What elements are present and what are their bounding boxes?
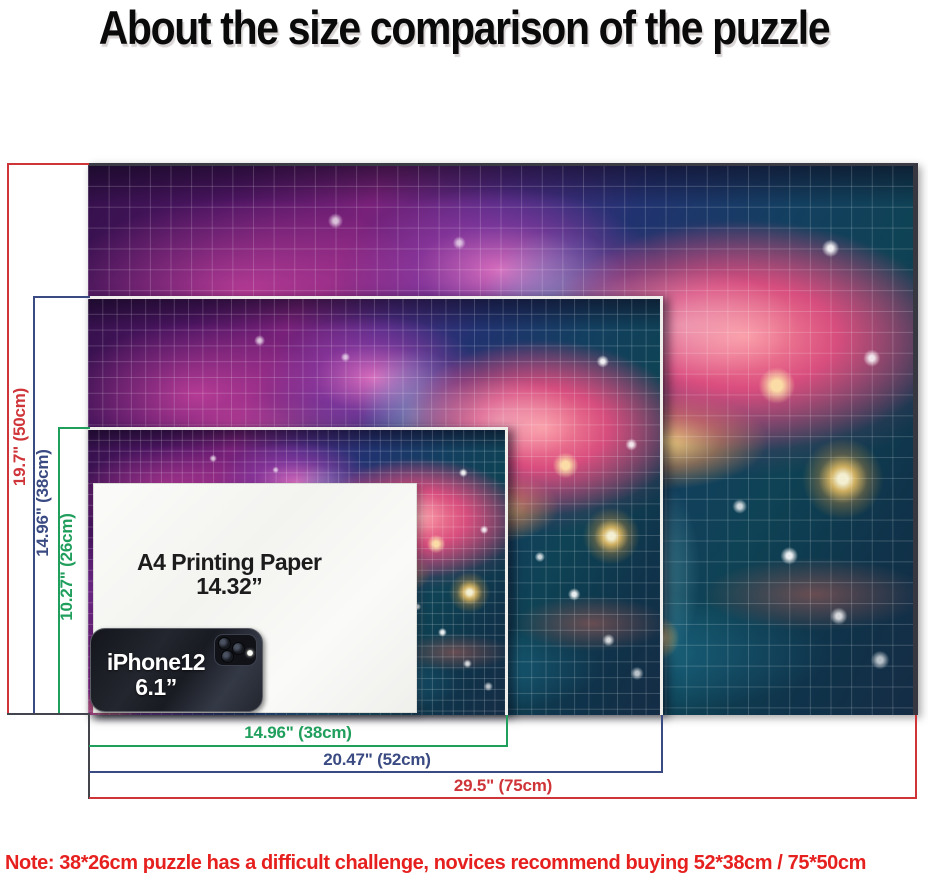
height-26cm-line xyxy=(58,427,60,715)
height-brackets-bottom-connector xyxy=(7,713,90,715)
difficulty-note: Note: 38*26cm puzzle has a difficult cha… xyxy=(5,852,867,874)
height-38cm-cap xyxy=(33,296,90,298)
iphone-camera-module xyxy=(214,634,257,666)
iphone12-reference: iPhone12 6.1” xyxy=(90,628,263,712)
height-38cm-line xyxy=(33,296,35,715)
width-brackets-left-tick xyxy=(88,715,90,799)
width-38cm-tick xyxy=(506,715,508,747)
height-50cm-cap xyxy=(7,163,89,165)
iphone-label: iPhone12 6.1” xyxy=(101,649,210,701)
width-52cm-line xyxy=(89,771,663,773)
height-label-26cm: 10.27" (26cm) xyxy=(57,513,76,621)
page-title: About the size comparison of the puzzle xyxy=(98,1,831,54)
camera-lens-icon xyxy=(232,642,245,655)
width-label-52cm: 20.47" (52cm) xyxy=(323,750,431,769)
camera-lens-icon xyxy=(221,650,234,663)
height-50cm-line xyxy=(7,163,9,715)
width-52cm-tick xyxy=(661,715,663,773)
iphone-size: 6.1” xyxy=(135,674,177,701)
width-38cm-line xyxy=(89,745,508,747)
a4-paper-label: A4 Printing Paper 14.32” xyxy=(113,550,345,598)
a4-paper-title: A4 Printing Paper xyxy=(136,549,322,575)
a4-paper-size: 14.32” xyxy=(196,573,263,600)
width-label-75cm: 29.5" (75cm) xyxy=(453,776,553,795)
width-75cm-line xyxy=(89,797,917,799)
iphone-model: iPhone12 xyxy=(106,649,206,675)
width-75cm-tick xyxy=(915,715,917,799)
camera-lens-icon xyxy=(218,637,231,650)
height-26cm-cap xyxy=(58,427,90,429)
height-label-50cm: 19.7" (50cm) xyxy=(10,387,29,487)
width-label-38cm: 14.96" (38cm) xyxy=(244,723,352,742)
camera-flash-icon xyxy=(247,650,253,656)
height-label-38cm: 14.96" (38cm) xyxy=(33,449,52,557)
